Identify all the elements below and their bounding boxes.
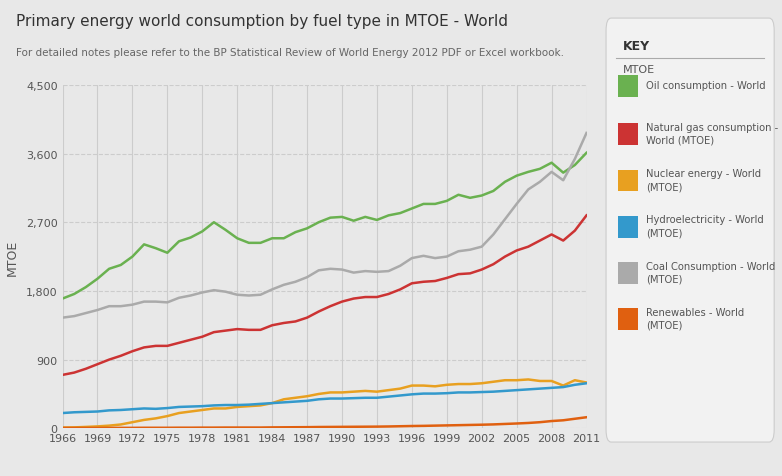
FancyBboxPatch shape xyxy=(618,262,638,284)
Text: For detailed notes please refer to the BP Statistical Review of World Energy 201: For detailed notes please refer to the B… xyxy=(16,48,564,58)
Text: Natural gas consumption -
World (MTOE): Natural gas consumption - World (MTOE) xyxy=(647,123,779,146)
Text: KEY: KEY xyxy=(623,40,650,53)
Text: Coal Consumption - World
(MTOE): Coal Consumption - World (MTOE) xyxy=(647,261,776,284)
Text: Renewables - World
(MTOE): Renewables - World (MTOE) xyxy=(647,307,744,330)
Text: Primary energy world consumption by fuel type in MTOE - World: Primary energy world consumption by fuel… xyxy=(16,14,508,29)
FancyBboxPatch shape xyxy=(618,76,638,98)
Text: Hydroelectricity - World
(MTOE): Hydroelectricity - World (MTOE) xyxy=(647,215,764,238)
FancyBboxPatch shape xyxy=(606,19,774,442)
FancyBboxPatch shape xyxy=(618,124,638,146)
FancyBboxPatch shape xyxy=(618,216,638,238)
Text: MTOE: MTOE xyxy=(623,65,655,75)
FancyBboxPatch shape xyxy=(618,308,638,330)
Y-axis label: MTOE: MTOE xyxy=(6,239,19,275)
Text: Nuclear energy - World
(MTOE): Nuclear energy - World (MTOE) xyxy=(647,169,762,192)
Text: Oil consumption - World: Oil consumption - World xyxy=(647,81,766,91)
FancyBboxPatch shape xyxy=(618,170,638,192)
